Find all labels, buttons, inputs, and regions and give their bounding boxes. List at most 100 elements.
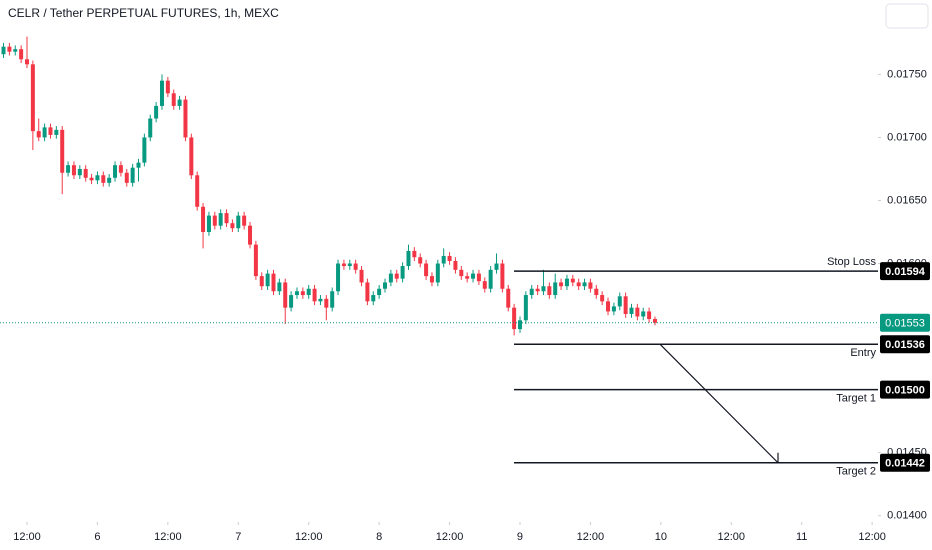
level-value-label: 0.01594 — [885, 266, 926, 278]
x-tick-label: 8 — [376, 531, 382, 543]
candle-body — [330, 291, 335, 308]
candle-body — [54, 129, 59, 135]
candle-body — [318, 298, 323, 302]
candle-body — [177, 99, 182, 106]
candle-body — [377, 288, 382, 296]
level-value-label: 0.01536 — [885, 339, 925, 351]
candle-body — [371, 295, 376, 302]
x-tick-label: 6 — [94, 531, 100, 543]
candle-body — [83, 168, 88, 178]
level-value-label: 0.01500 — [885, 385, 925, 397]
level-name: Target 2 — [836, 466, 876, 478]
candle-body — [635, 307, 640, 317]
candle-body — [306, 288, 311, 296]
candle-body — [271, 273, 276, 292]
arrow-line — [659, 343, 779, 464]
candle-body — [71, 165, 76, 176]
x-tick-label: 12:00 — [577, 531, 605, 543]
candle-body — [171, 93, 176, 106]
candle-body — [388, 273, 393, 283]
candle-body — [359, 269, 364, 283]
candle-body — [283, 282, 288, 308]
x-tick-label: 12:00 — [154, 531, 182, 543]
candle-body — [523, 295, 528, 321]
candle-body — [289, 295, 294, 308]
candle-body — [447, 255, 452, 261]
y-tick-label: 0.01700 — [887, 131, 927, 143]
candle-body — [253, 244, 258, 277]
candle-body — [30, 64, 35, 132]
candle-body — [312, 288, 317, 302]
candle-body — [347, 263, 352, 267]
candle-body — [183, 99, 188, 138]
candle-body — [248, 225, 253, 245]
candle-body — [488, 269, 493, 289]
candle-body — [494, 263, 499, 270]
level-name: Stop Loss — [827, 256, 876, 268]
candle-body — [559, 282, 564, 287]
candle-body — [476, 273, 481, 282]
candle-body — [148, 118, 153, 138]
candle-body — [506, 288, 511, 308]
candle-body — [13, 49, 18, 52]
candle-body — [541, 286, 546, 292]
candle-body — [19, 49, 24, 60]
level-tag — [880, 380, 930, 399]
candle-body — [647, 311, 652, 319]
x-tick-label: 12:00 — [718, 531, 746, 543]
candle-body — [236, 215, 241, 229]
candle-body — [189, 137, 194, 176]
candle-body — [465, 276, 470, 279]
candle-body — [24, 59, 29, 65]
candle-body — [89, 177, 94, 181]
candle-body — [611, 306, 616, 312]
candle-body — [600, 295, 605, 302]
x-tick-label: 11 — [796, 531, 807, 543]
candle-body — [482, 281, 487, 289]
x-tick-label: 7 — [235, 531, 241, 543]
candle-body — [564, 278, 569, 287]
candle-body — [435, 263, 440, 283]
candle-body — [406, 250, 411, 267]
candle-body — [154, 105, 159, 119]
candle-body — [265, 273, 270, 287]
candle-body — [471, 273, 476, 279]
candle-body — [652, 319, 657, 323]
candle-body — [412, 250, 417, 258]
candle-body — [218, 213, 223, 226]
candle-body — [294, 291, 299, 296]
level-name: Target 1 — [836, 393, 876, 405]
candle-body — [594, 288, 599, 296]
candle-body — [582, 282, 587, 287]
level-name: Entry — [850, 347, 876, 359]
candle-body — [201, 206, 206, 232]
candle-body — [230, 223, 235, 229]
candle-body — [159, 80, 164, 106]
candle-body — [629, 307, 634, 314]
candle-body — [617, 296, 622, 307]
candle-body — [324, 298, 329, 308]
candle-body — [517, 320, 522, 330]
x-tick-label: 12:00 — [13, 531, 41, 543]
x-tick-label: 10 — [655, 531, 667, 543]
candle-body — [66, 165, 71, 173]
x-tick-label: 9 — [517, 531, 523, 543]
candle-body — [242, 215, 247, 226]
chart-title: CELR / Tether PERPETUAL FUTURES, 1h, MEX… — [8, 6, 279, 20]
candle-body — [441, 255, 446, 264]
last-price-tag — [880, 313, 930, 332]
candle-body — [641, 311, 646, 317]
x-tick-label: 12:00 — [295, 531, 323, 543]
candle-body — [136, 162, 141, 168]
candle-body — [547, 286, 552, 296]
candle-body — [212, 215, 217, 226]
toolbar-button[interactable] — [885, 3, 929, 29]
candle-body — [124, 172, 129, 183]
candle-body — [101, 175, 106, 183]
level-value-label: 0.01442 — [885, 458, 925, 470]
candle-body — [459, 269, 464, 277]
candle-body — [529, 288, 534, 296]
candle-body — [165, 80, 170, 94]
level-tag — [880, 335, 930, 354]
